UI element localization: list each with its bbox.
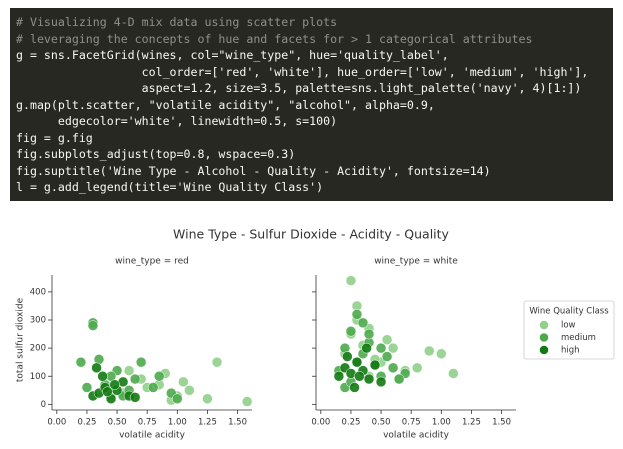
point bbox=[202, 393, 213, 404]
point bbox=[184, 385, 195, 396]
y-tick-label: 200 bbox=[30, 344, 46, 354]
code-line: g = sns.FacetGrid(wines, col="wine_type"… bbox=[16, 48, 449, 62]
y-tick-label: 0 bbox=[41, 400, 46, 410]
point bbox=[363, 328, 375, 340]
point bbox=[354, 371, 365, 382]
legend-box bbox=[523, 300, 615, 360]
x-tick-label: 0.75 bbox=[402, 418, 421, 428]
point bbox=[387, 362, 399, 374]
point bbox=[424, 345, 435, 357]
point bbox=[75, 356, 87, 368]
x-tick-label: 1.25 bbox=[198, 418, 217, 428]
point bbox=[211, 356, 223, 368]
legend-label: medium bbox=[561, 333, 596, 343]
y-axis-label: total sulfur dioxide bbox=[16, 297, 26, 382]
x-tick-label: 1.00 bbox=[432, 418, 451, 428]
y-tick-label: 400 bbox=[30, 287, 46, 297]
code-line: # Visualizing 4-D mix data using scatter… bbox=[16, 15, 338, 29]
point bbox=[81, 382, 93, 393]
point bbox=[381, 351, 393, 362]
point bbox=[123, 365, 135, 376]
facet-title: wine_type = white bbox=[374, 257, 458, 267]
x-tick-label: 0.50 bbox=[108, 418, 127, 428]
point bbox=[97, 371, 108, 382]
point bbox=[129, 392, 141, 403]
point bbox=[375, 376, 387, 388]
point bbox=[369, 359, 381, 371]
x-tick-label: 0.25 bbox=[341, 418, 360, 428]
x-tick-label: 1.25 bbox=[462, 418, 481, 428]
x-tick-label: 1.50 bbox=[228, 418, 247, 428]
point bbox=[351, 309, 363, 320]
code-block: # Visualizing 4-D mix data using scatter… bbox=[10, 8, 613, 201]
point bbox=[375, 342, 387, 354]
point bbox=[345, 326, 357, 337]
point bbox=[387, 342, 399, 354]
code-line: # leveraging the concepts of hue and fac… bbox=[16, 31, 533, 46]
point bbox=[361, 342, 372, 354]
code-line: l = g.add_legend(title='Wine Quality Cla… bbox=[16, 180, 324, 194]
code-line: col_order=['red', 'white'], hue_order=['… bbox=[16, 64, 589, 79]
point bbox=[448, 368, 459, 379]
code-line: fig.suptitle('Wine Type - Alcohol - Qual… bbox=[16, 163, 491, 178]
point bbox=[135, 356, 147, 368]
x-axis-label: volatile acidity bbox=[119, 431, 185, 441]
point bbox=[363, 373, 375, 385]
x-tick-label: 0.00 bbox=[47, 418, 66, 428]
point bbox=[345, 275, 357, 286]
point bbox=[178, 376, 189, 388]
chart-title: Wine Type - Sulfur Dioxide - Acidity - Q… bbox=[173, 227, 449, 242]
x-tick-label: 0.75 bbox=[138, 418, 157, 428]
legend-label: high bbox=[561, 346, 580, 356]
x-axis-label: volatile acidity bbox=[383, 431, 449, 441]
legend-label: low bbox=[561, 321, 576, 331]
point bbox=[393, 373, 405, 385]
point bbox=[153, 371, 165, 382]
point bbox=[357, 317, 369, 329]
legend-marker bbox=[539, 345, 549, 355]
legend-title: Wine Quality Class bbox=[529, 307, 609, 317]
point bbox=[351, 356, 363, 368]
y-tick-label: 300 bbox=[30, 316, 46, 326]
point bbox=[109, 379, 120, 390]
code-line: aspect=1.2, size=3.5, palette=sns.light_… bbox=[16, 81, 582, 95]
point bbox=[411, 362, 423, 374]
y-tick-label: 100 bbox=[30, 372, 46, 382]
legend-marker bbox=[539, 332, 549, 343]
point bbox=[172, 393, 183, 404]
chart: Wine Type - Sulfur Dioxide - Acidity - Q… bbox=[16, 227, 615, 441]
point bbox=[349, 382, 360, 393]
x-tick-label: 0.25 bbox=[77, 418, 96, 428]
legend-marker bbox=[539, 320, 549, 330]
code-line: fig = g.fig bbox=[16, 130, 93, 145]
x-tick-label: 0.50 bbox=[372, 418, 391, 428]
point bbox=[91, 362, 102, 374]
x-tick-label: 1.50 bbox=[492, 418, 511, 428]
code-line: fig.subplots_adjust(top=0.8, wspace=0.3) bbox=[16, 147, 296, 161]
code-line: edgecolor='white', linewidth=0.5, s=100) bbox=[16, 114, 338, 128]
facet-title: wine_type = red bbox=[115, 257, 189, 267]
point bbox=[241, 396, 253, 407]
point bbox=[381, 334, 393, 345]
point bbox=[342, 351, 353, 362]
point bbox=[102, 386, 113, 397]
code-line: g.map(plt.scatter, "volatile acidity", "… bbox=[16, 97, 435, 112]
point bbox=[129, 373, 141, 385]
point bbox=[436, 348, 447, 359]
x-tick-label: 1.00 bbox=[168, 418, 187, 428]
point bbox=[147, 382, 159, 393]
point bbox=[333, 371, 345, 382]
x-tick-label: 0.00 bbox=[311, 418, 330, 428]
point bbox=[87, 320, 99, 331]
